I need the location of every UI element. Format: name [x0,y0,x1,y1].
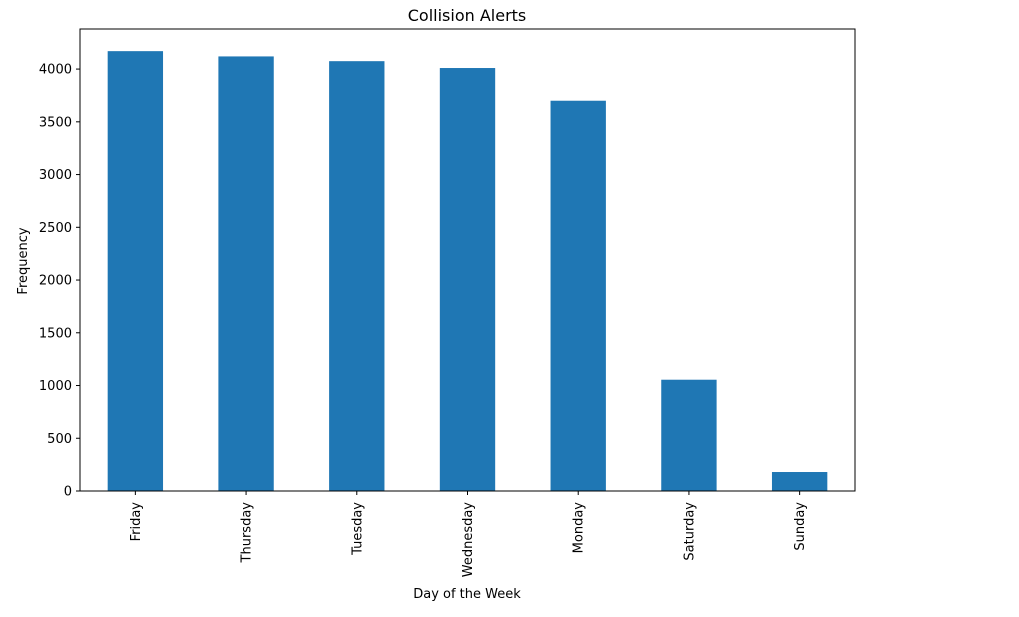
x-tick-label-sunday: Sunday [793,502,808,551]
y-tick-label: 500 [47,432,72,447]
bar-friday [107,51,164,491]
x-tick-label-thursday: Thursday [240,502,255,564]
bar-tuesday [329,61,385,491]
bar-wednesday [439,68,496,491]
bar-saturday [661,379,717,491]
y-tick-label: 2500 [39,221,72,236]
y-tick-label: 2000 [39,274,72,289]
y-tick-label: 1000 [39,379,72,394]
y-tick-label: 4000 [39,63,72,78]
bar-monday [550,100,606,492]
x-tick-label-friday: Friday [129,502,144,542]
x-tick-label-saturday: Saturday [682,502,697,561]
y-tick-label: 3500 [39,115,72,130]
x-tick-label-tuesday: Tuesday [350,502,365,556]
y-tick-label: 1500 [39,326,72,341]
x-tick-label-wednesday: Wednesday [461,502,476,578]
plot-area [79,28,856,492]
x-tick-label-monday: Monday [572,502,587,554]
bar-thursday [218,56,274,492]
bar-sunday [771,472,828,491]
y-tick-label: 3000 [39,168,72,183]
y-axis: 0 500 1000 1500 2000 2500 3000 3500 4000 [39,63,80,500]
y-axis-label: Frequency [16,227,31,294]
x-axis-label: Day of the Week [413,587,521,602]
x-axis: Friday Thursday Tuesday Wednesday Monday Satu… [129,491,808,577]
y-tick-label: 0 [64,485,72,500]
chart-title: Collision Alerts [408,6,527,25]
